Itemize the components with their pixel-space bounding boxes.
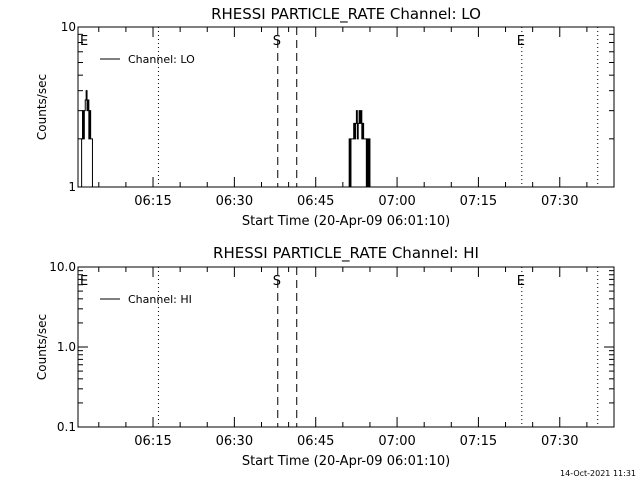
legend-label: Channel: HI bbox=[128, 293, 192, 306]
x-tick-label: 06:15 bbox=[134, 194, 171, 209]
x-tick-label: 07:00 bbox=[378, 194, 415, 209]
x-tick-label: 06:30 bbox=[216, 434, 253, 449]
x-tick-label: 06:15 bbox=[134, 434, 171, 449]
x-tick-label: 07:15 bbox=[460, 194, 497, 209]
x-tick-label: 06:30 bbox=[216, 194, 253, 209]
event-marker-label: E bbox=[80, 34, 88, 49]
event-marker-label: S bbox=[273, 34, 281, 49]
chart-title: RHESSI PARTICLE_RATE Channel: HI bbox=[213, 244, 479, 263]
chart-title: RHESSI PARTICLE_RATE Channel: LO bbox=[211, 5, 481, 24]
y-tick-label: 10 bbox=[61, 20, 76, 34]
x-tick-label: 06:45 bbox=[297, 194, 334, 209]
y-tick-label: 10.0 bbox=[49, 260, 76, 274]
chart-panel-2: RHESSI PARTICLE_RATE Channel: HI Counts/s… bbox=[35, 244, 615, 469]
y-axis-label: Counts/sec bbox=[35, 314, 49, 380]
x-tick-label: 07:30 bbox=[541, 194, 578, 209]
y-axis-label: Counts/sec bbox=[35, 74, 49, 140]
legend-label: Channel: LO bbox=[128, 53, 195, 66]
event-marker-label: E bbox=[80, 274, 88, 289]
event-marker-label: S bbox=[273, 274, 281, 289]
x-tick-label: 07:00 bbox=[378, 434, 415, 449]
y-tick-label: 0.1 bbox=[57, 420, 76, 434]
footer-timestamp: 14-Oct-2021 11:31 bbox=[560, 469, 636, 478]
y-tick-label: 1 bbox=[68, 180, 76, 194]
event-marker-label: E bbox=[517, 274, 525, 289]
y-tick-label: 1.0 bbox=[57, 340, 76, 354]
chart-panel-1: RHESSI PARTICLE_RATE Channel: LO Counts/s… bbox=[35, 5, 615, 229]
x-tick-label: 07:30 bbox=[541, 434, 578, 449]
series-line-channel-lo bbox=[80, 90, 371, 187]
x-axis-label: Start Time (20-Apr-09 06:01:10) bbox=[242, 214, 450, 229]
event-marker-label: E bbox=[517, 34, 525, 49]
x-axis-label: Start Time (20-Apr-09 06:01:10) bbox=[242, 454, 450, 469]
x-tick-label: 06:45 bbox=[297, 434, 334, 449]
x-tick-label: 07:15 bbox=[460, 434, 497, 449]
